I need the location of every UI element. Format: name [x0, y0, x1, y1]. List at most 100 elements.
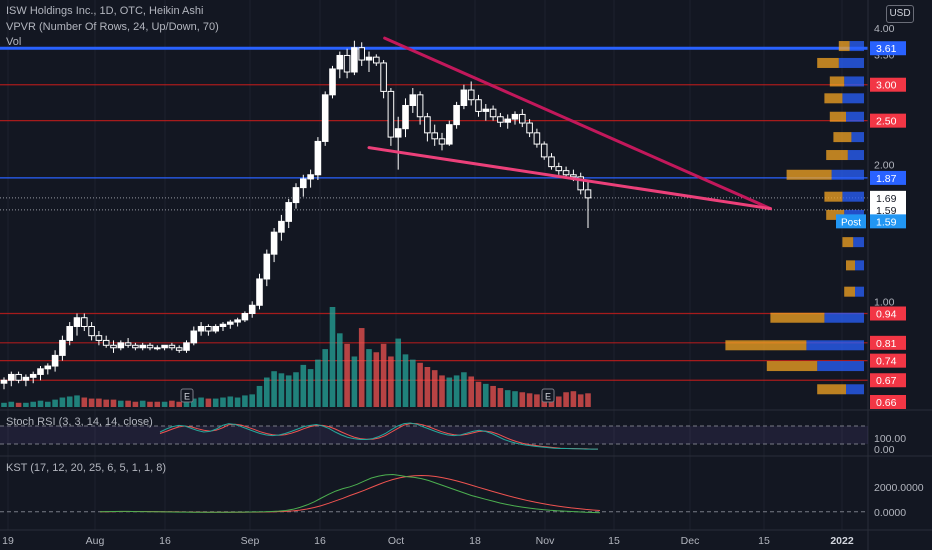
vpvr-down-bar: [855, 286, 864, 297]
kst-legend: KST (17, 12, 20, 25, 6, 5, 1, 1, 8): [6, 462, 167, 474]
candle-body: [577, 176, 585, 191]
volume-bar: [395, 338, 401, 407]
volume-bar: [439, 375, 445, 407]
candle-body: [438, 138, 446, 145]
volume-bar: [154, 401, 161, 407]
volume-bar: [8, 401, 15, 407]
candle-body: [562, 170, 570, 176]
candle-body: [548, 156, 555, 168]
volume-bar: [468, 376, 474, 407]
earnings-marker-label: E: [545, 392, 551, 402]
vpvr-down-bar: [847, 150, 864, 161]
candle-body: [117, 342, 125, 349]
price-label-text: 1.59: [876, 216, 897, 228]
vpvr-up-bar: [833, 132, 852, 143]
vpvr-down-bar: [842, 93, 864, 104]
price-label-text: 0.81: [876, 338, 897, 350]
volume-bar: [88, 398, 95, 407]
volume-bar: [519, 392, 526, 407]
kst-tick-label: 0.0000: [874, 507, 906, 519]
stoch-tick-label: 100.00: [874, 433, 906, 445]
volume-bar: [329, 307, 336, 407]
candle-body: [489, 108, 497, 118]
volume-bar: [227, 396, 234, 407]
volume-bar: [205, 398, 212, 407]
volume-bar: [534, 394, 540, 407]
currency-button[interactable]: USD: [886, 5, 914, 23]
vpvr-up-bar: [770, 312, 825, 323]
volume-bar: [169, 400, 175, 407]
vpvr-down-bar: [846, 111, 864, 122]
price-label-box: [870, 306, 906, 321]
vpvr-down-bar: [831, 169, 864, 180]
volume-bar: [373, 352, 380, 407]
volume-bar: [388, 356, 394, 407]
volume-bar: [176, 401, 182, 407]
volume-bar: [23, 402, 29, 407]
price-label-text: 1.87: [876, 173, 897, 185]
vpvr-up-bar: [844, 286, 855, 297]
candle-body: [248, 304, 256, 314]
candle-body: [37, 368, 44, 375]
volume-bar: [300, 364, 307, 407]
candle-body: [59, 339, 66, 356]
wedge-lower-trendline: [367, 146, 772, 211]
stoch-tick-label: 0.00: [874, 444, 895, 456]
volume-bar: [118, 400, 124, 407]
candle-body: [329, 68, 336, 96]
candle-body: [460, 89, 468, 106]
stoch-legend: Stoch RSI (3, 3, 14, 14, close): [6, 416, 153, 428]
price-label-box: [870, 373, 906, 388]
price-tick-label: 4.00: [874, 23, 895, 35]
time-tick-label: 16: [159, 535, 171, 547]
time-tick-label: 15: [758, 535, 770, 547]
volume-bar: [453, 375, 460, 407]
vpvr-down-bar: [842, 191, 864, 202]
kst-line: [99, 473, 601, 514]
post-tag-label: Post: [841, 217, 861, 228]
candle-body: [227, 321, 234, 325]
price-label: 0.67: [870, 373, 906, 388]
price-label: 1.69: [870, 190, 906, 205]
price-label-text: 3.61: [876, 43, 897, 55]
price-label: 3.61: [870, 41, 906, 56]
volume-bar: [278, 373, 285, 407]
volume-bar: [249, 394, 255, 407]
volume-bar: [191, 398, 197, 407]
candle-body: [292, 187, 300, 204]
volume-bar: [15, 402, 22, 407]
time-tick-label: 18: [469, 535, 481, 547]
candle-body: [409, 94, 417, 106]
kst-tick-label: 2000.0000: [874, 482, 924, 494]
volume-bar: [322, 349, 328, 407]
earnings-marker: [180, 388, 194, 403]
volume-bar: [59, 397, 66, 407]
volume-bar: [337, 333, 343, 407]
candle-body: [394, 128, 402, 138]
time-tick-label: Aug: [86, 535, 105, 547]
volume-bar: [52, 399, 58, 407]
candle-body: [234, 319, 241, 323]
earnings-marker: [541, 388, 555, 403]
post-tag-box: [836, 214, 866, 229]
candle-body: [526, 122, 533, 134]
volume-bar: [490, 385, 496, 407]
price-label-box: [870, 190, 906, 205]
volume-bar: [110, 399, 117, 407]
candle-body: [81, 317, 88, 327]
candle-body: [380, 62, 387, 92]
volume-bar: [358, 328, 365, 407]
vpvr-up-bar: [846, 260, 855, 271]
candle-body: [66, 325, 74, 341]
volume-bar: [198, 397, 204, 407]
volume-bar: [125, 400, 131, 407]
price-label-box: [870, 170, 906, 185]
volume-bar: [96, 398, 102, 407]
volume-bar: [293, 372, 299, 407]
candle-body: [402, 104, 409, 130]
candle-body: [373, 56, 380, 64]
volume-bar: [504, 390, 511, 407]
volume-bar: [570, 391, 577, 407]
candle-body: [270, 231, 278, 255]
